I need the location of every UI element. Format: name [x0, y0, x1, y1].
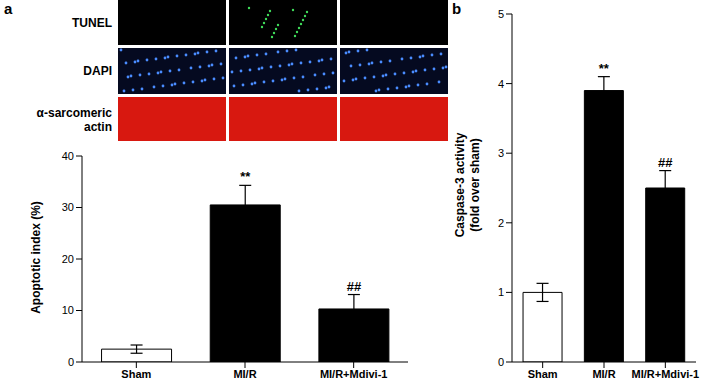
svg-text:(fold over sham): (fold over sham) [468, 138, 482, 231]
svg-text:0: 0 [498, 356, 504, 368]
svg-text:40: 40 [62, 150, 74, 162]
html-text:a: a [4, 0, 13, 17]
svg-text:TUNEL: TUNEL [72, 16, 112, 30]
svg-text:DAPI: DAPI [83, 64, 112, 78]
svg-text:MI/R: MI/R [233, 368, 256, 380]
svg-text:**: ** [240, 169, 251, 184]
svg-text:MI/R+Mdivi-1: MI/R+Mdivi-1 [320, 368, 388, 380]
html-text:b: b [452, 0, 462, 17]
svg-text:2: 2 [498, 217, 504, 229]
svg-text:20: 20 [62, 253, 74, 265]
svg-text:30: 30 [62, 201, 74, 213]
svg-text:10: 10 [62, 304, 74, 316]
svg-text:##: ## [347, 279, 362, 294]
svg-text:MI/R: MI/R [592, 368, 615, 380]
svg-text:Sham: Sham [121, 368, 151, 380]
svg-text:3: 3 [498, 147, 504, 159]
svg-text:MI/R+Mdivi-1: MI/R+Mdivi-1 [632, 368, 700, 380]
svg-text:α-sarcomeric: α-sarcomeric [37, 106, 113, 120]
svg-text:0: 0 [68, 356, 74, 368]
svg-text:**: ** [599, 61, 610, 76]
svg-text:5: 5 [498, 8, 504, 20]
svg-text:1: 1 [498, 286, 504, 298]
svg-text:actin: actin [84, 120, 112, 134]
svg-text:4: 4 [498, 78, 504, 90]
svg-text:##: ## [658, 155, 673, 170]
svg-text:Apoptotic index (%): Apoptotic index (%) [29, 201, 43, 314]
svg-text:Sham: Sham [528, 368, 558, 380]
svg-text:Caspase-3 activity: Caspase-3 activity [453, 132, 467, 237]
